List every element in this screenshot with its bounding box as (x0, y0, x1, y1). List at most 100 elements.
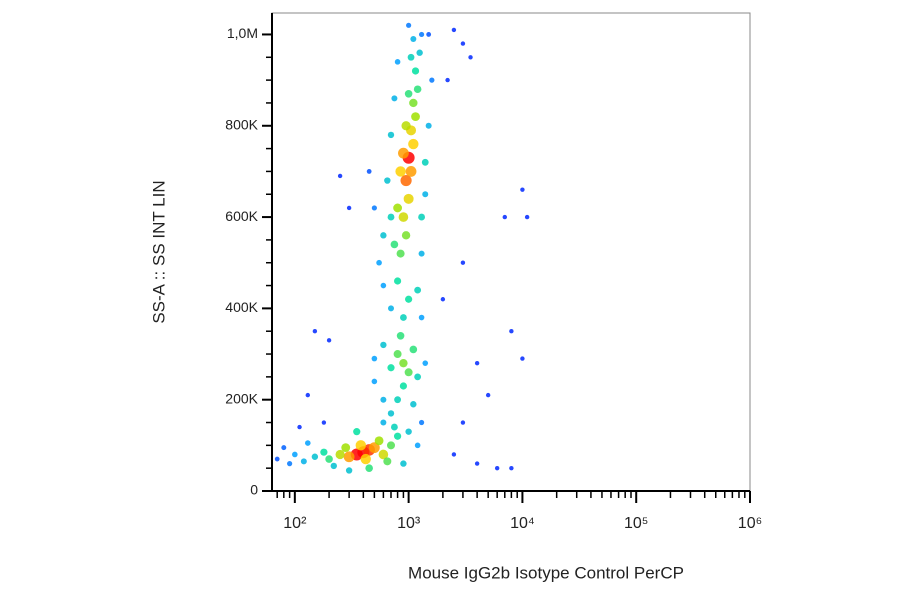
event-point (380, 419, 387, 426)
event-point (407, 53, 415, 61)
y-tick-label: 600K (225, 208, 258, 224)
event-point (400, 174, 412, 187)
event-point (380, 232, 387, 239)
event-point (371, 205, 377, 211)
event-point (451, 452, 457, 457)
x-tick-label: 10⁶ (738, 515, 762, 532)
event-point (378, 449, 389, 460)
event-point (394, 396, 401, 404)
event-point (468, 55, 473, 60)
event-point (403, 193, 414, 204)
event-point (383, 457, 392, 466)
event-point (410, 36, 417, 43)
event-point (421, 158, 429, 166)
event-point (440, 297, 446, 302)
event-point (320, 448, 328, 456)
event-point (393, 203, 402, 213)
event-point (418, 419, 425, 426)
event-point (405, 428, 412, 435)
event-point (422, 191, 429, 198)
event-point (325, 455, 333, 463)
event-point (520, 187, 525, 192)
event-point (405, 295, 413, 303)
event-point (387, 410, 395, 417)
event-point (414, 373, 422, 381)
event-point (292, 451, 298, 458)
event-point (398, 147, 409, 159)
event-point (312, 329, 318, 334)
event-point (376, 259, 382, 266)
event-point (335, 449, 345, 460)
event-point (411, 112, 420, 122)
event-point (413, 85, 422, 94)
event-point (374, 436, 384, 446)
event-point (343, 451, 355, 463)
event-point (346, 205, 352, 211)
y-tick-label: 200K (225, 390, 258, 406)
event-point (395, 166, 406, 177)
event-point (509, 329, 514, 334)
event-point (485, 392, 491, 398)
event-point (445, 77, 450, 83)
event-point (380, 282, 387, 289)
event-point (426, 32, 432, 37)
event-point (393, 432, 402, 440)
event-point (401, 121, 411, 131)
event-point (393, 350, 402, 359)
event-point (520, 356, 525, 361)
event-point (297, 424, 302, 430)
event-point (409, 98, 418, 108)
event-point (422, 360, 429, 366)
event-point (300, 458, 307, 465)
event-point (391, 95, 398, 102)
event-point (360, 453, 371, 465)
event-point (409, 345, 418, 354)
event-point (386, 441, 395, 450)
event-point (406, 22, 412, 28)
event-point (398, 212, 409, 222)
y-tick-label: 400K (225, 299, 258, 315)
event-point (380, 341, 387, 349)
event-point (411, 67, 420, 75)
event-point (371, 378, 378, 385)
event-point (281, 445, 287, 451)
event-point (393, 277, 402, 285)
event-point (460, 420, 466, 425)
event-point (287, 461, 293, 467)
y-tick-label: 0 (250, 482, 258, 498)
event-point (371, 355, 378, 362)
event-point (391, 423, 398, 431)
event-point (399, 358, 408, 368)
event-point (387, 364, 395, 372)
event-point (321, 420, 327, 425)
event-point (414, 286, 422, 294)
event-point (330, 462, 337, 470)
event-point (509, 465, 514, 471)
y-tick-label: 800K (225, 116, 258, 132)
event-point (410, 401, 417, 408)
event-point (390, 240, 399, 249)
event-point (429, 77, 435, 83)
x-tick-label: 10⁴ (510, 515, 535, 532)
event-point (460, 260, 466, 265)
event-point (387, 213, 395, 221)
event-point (425, 122, 432, 129)
event-point (345, 467, 353, 474)
event-point (418, 213, 425, 221)
event-point (494, 465, 500, 471)
event-point (405, 166, 417, 177)
event-point (384, 177, 391, 184)
event-point (396, 331, 405, 340)
event-point (304, 440, 311, 446)
points (274, 22, 530, 474)
event-point (311, 453, 319, 460)
event-point (400, 314, 407, 321)
event-point (326, 338, 332, 343)
x-tick-label: 10² (283, 515, 307, 532)
event-point (414, 442, 421, 449)
event-point (365, 464, 373, 472)
event-point (341, 443, 351, 453)
event-point (404, 90, 413, 98)
event-point (387, 131, 395, 139)
